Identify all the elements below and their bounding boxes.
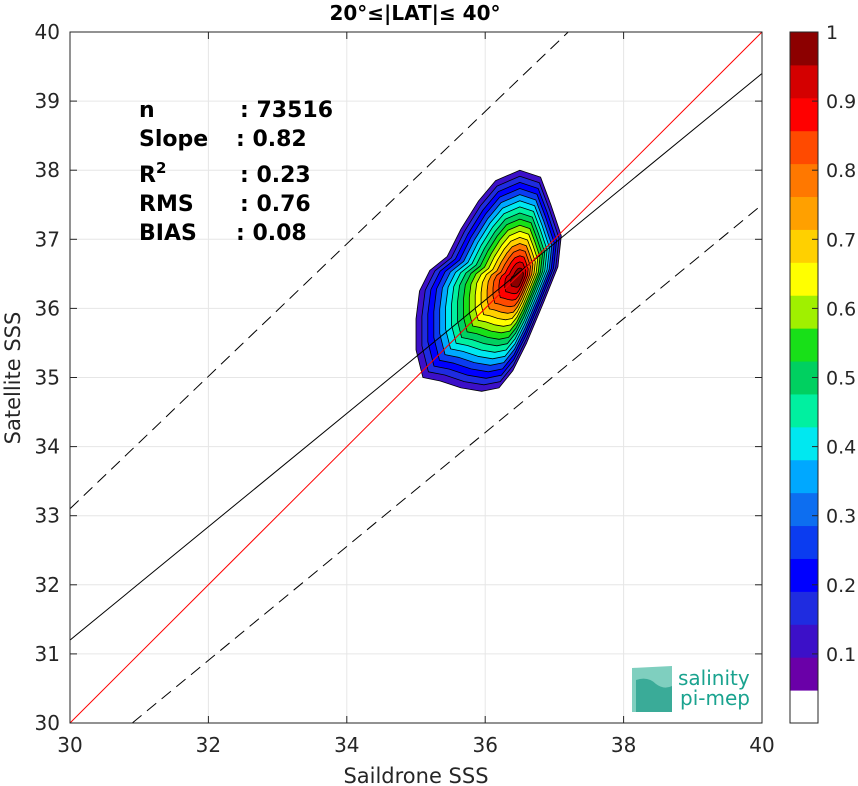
regression-line (69, 73, 763, 641)
colorbar-segment-12 (790, 295, 818, 329)
upper-bound-line (69, 31, 569, 510)
stat-value: : 0.23 (240, 163, 311, 188)
y-tick-label: 33 (35, 504, 60, 528)
y-tick-label: 34 (35, 435, 60, 459)
x-axis-ticks: 30 32 34 36 38 40 (57, 32, 775, 757)
colorbar-segment-1 (790, 657, 818, 691)
colorbar-tick-label: 0.2 (826, 575, 856, 597)
logo-line1: salinity (678, 666, 750, 690)
colorbar-tick-label: 0.5 (826, 368, 856, 390)
colorbar-segment-2 (790, 624, 818, 658)
logo-mark-layer (636, 678, 672, 712)
y-axis-label: Satellite SSS (1, 312, 25, 445)
colorbar-ticks: 0.1 0.2 0.3 0.4 0.5 0.6 0.7 0.8 0.9 1 (812, 22, 856, 666)
colorbar-segment-0 (790, 690, 818, 724)
y-tick-label: 32 (35, 573, 60, 597)
x-tick-label: 30 (57, 733, 82, 757)
x-tick-label: 40 (749, 733, 774, 757)
salinity-pi-mep-logo: salinity pi-mep (632, 666, 750, 712)
colorbar-tick-label: 0.9 (826, 91, 856, 113)
colorbar-tick-label: 0.6 (826, 298, 856, 320)
colorbar-segment-11 (790, 328, 818, 362)
colorbar-tick-label: 0.4 (826, 437, 856, 459)
colorbar-tick-label: 0.7 (826, 229, 856, 251)
y-tick-label: 39 (35, 89, 60, 113)
colorbar-segment-15 (790, 196, 818, 230)
colorbar-tick-label: 0.8 (826, 160, 856, 182)
stat-value: : 0.08 (236, 221, 307, 246)
colorbar-segment-14 (790, 229, 818, 263)
stat-label: n (139, 98, 155, 123)
colorbar-segment-17 (790, 130, 818, 165)
y-tick-label: 31 (35, 642, 60, 666)
colorbar-segment-3 (790, 591, 818, 625)
colorbar-segment-16 (790, 163, 818, 198)
colorbar (789, 31, 819, 724)
stat-value: : 0.76 (240, 192, 311, 217)
x-tick-label: 38 (611, 733, 636, 757)
colorbar-segment-7 (790, 459, 818, 494)
lower-bound-line (131, 204, 763, 724)
y-axis-ticks: 30 31 32 33 34 35 36 37 38 39 40 (35, 20, 762, 735)
colorbar-segment-5 (790, 525, 818, 559)
stat-value: : 0.82 (236, 127, 307, 152)
y-tick-label: 37 (35, 227, 60, 251)
colorbar-tick-label: 1 (826, 22, 838, 44)
colorbar-tick-label: 0.1 (826, 644, 856, 666)
colorbar-segment-4 (790, 558, 818, 592)
colorbar-segment-20 (790, 32, 818, 66)
chart-title: 20°≤|LAT|≤ 40° (329, 1, 500, 25)
statistics-box: n : 73516 Slope : 0.82 R2 : 0.23 RMS : 0.76 BIAS… (139, 98, 333, 246)
y-tick-label: 40 (35, 20, 60, 44)
y-tick-label: 36 (35, 296, 60, 320)
logo-line2: pi-mep (680, 686, 750, 710)
stat-value: : 73516 (240, 98, 333, 123)
stat-label: R2 (139, 159, 166, 188)
stat-label: BIAS (139, 221, 197, 246)
x-axis-label: Saildrone SSS (343, 764, 488, 786)
stat-label: Slope (139, 127, 208, 152)
reference-lines (69, 31, 763, 724)
colorbar-segment-18 (790, 97, 818, 132)
y-tick-label: 35 (35, 366, 60, 390)
colorbar-segment-8 (790, 426, 818, 461)
stat-label: RMS (139, 192, 194, 217)
colorbar-tick-label: 0.3 (826, 506, 856, 528)
colorbar-segment-6 (790, 492, 818, 527)
colorbar-segment-9 (790, 393, 818, 428)
colorbar-segment-13 (790, 262, 818, 296)
density-contours (415, 169, 562, 392)
x-tick-label: 34 (334, 733, 359, 757)
colorbar-segment-19 (790, 64, 818, 99)
x-tick-label: 36 (472, 733, 497, 757)
stat-superscript: 2 (156, 159, 166, 177)
y-tick-label: 38 (35, 158, 60, 182)
identity-line (69, 31, 763, 724)
y-tick-label: 30 (35, 711, 60, 735)
x-tick-label: 32 (196, 733, 221, 757)
